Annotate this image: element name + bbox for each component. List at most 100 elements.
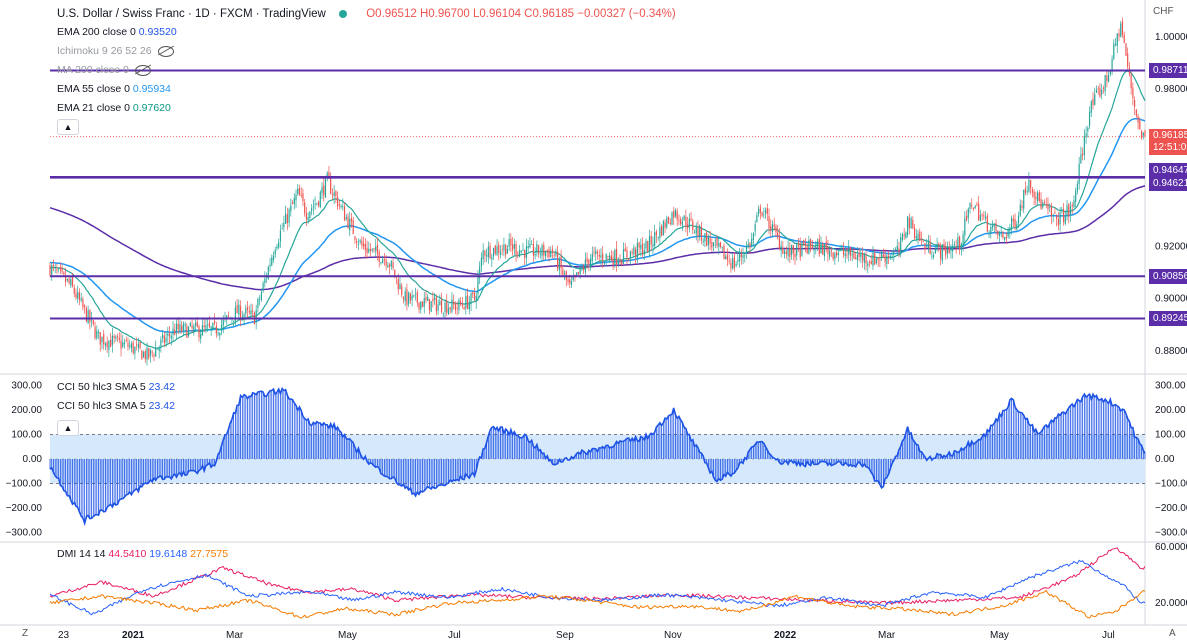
candle-body — [766, 208, 768, 214]
candle-body — [969, 203, 971, 209]
candle-body — [960, 243, 962, 250]
candle-body — [636, 242, 638, 259]
symbol-title[interactable]: U.S. Dollar / Swiss Franc · 1D · FXCM · … — [57, 8, 326, 20]
candle-body — [993, 224, 995, 227]
candle-body — [889, 256, 891, 258]
candle-body — [1088, 111, 1091, 127]
candle-body — [991, 224, 994, 228]
candle-body — [927, 240, 930, 249]
candle-body — [321, 187, 323, 194]
candle-body — [770, 226, 772, 231]
eye-crossed-icon[interactable] — [134, 64, 151, 76]
candle-body — [870, 260, 872, 265]
indicator-legend-item[interactable]: Ichimoku 9 26 52 26 — [57, 45, 174, 57]
candle-body — [745, 246, 748, 254]
candle-body — [390, 261, 392, 267]
candle-body — [910, 217, 912, 229]
candle-body — [1127, 53, 1129, 67]
candle-body — [413, 294, 415, 296]
candle-body — [1092, 98, 1094, 106]
candle-body — [252, 310, 254, 312]
dmi-legend[interactable]: DMI 14 14 44.5410 19.6148 27.7575 — [57, 548, 229, 560]
ema-21-path — [49, 70, 1146, 349]
candle-body — [945, 246, 947, 256]
candle-body — [775, 226, 777, 233]
candle-body — [129, 345, 131, 347]
candle-body — [1101, 89, 1103, 95]
candle-body — [584, 259, 586, 272]
candle-body — [328, 172, 330, 179]
candle-body — [477, 277, 479, 295]
cci-left-tick-label: −100.00 — [6, 479, 43, 490]
indicator-legend-item[interactable]: EMA 21 close 0 0.97620 — [57, 102, 171, 114]
candle-body — [191, 325, 193, 329]
candle-body — [349, 219, 351, 231]
candle-body — [1078, 163, 1080, 185]
candle-body — [226, 315, 228, 320]
collapse-legend-button[interactable]: ▲ — [57, 119, 79, 135]
candle-body — [432, 298, 434, 302]
candle-body — [1005, 236, 1007, 239]
candle-body — [113, 336, 115, 338]
candle-body — [425, 297, 427, 301]
candle-body — [706, 232, 708, 247]
candle-body — [872, 252, 874, 267]
candle-body — [75, 293, 77, 299]
cci-legend-1[interactable]: CCI 50 hlc3 SMA 5 23.42 — [57, 381, 175, 393]
candle-body — [163, 335, 165, 343]
candle-body — [537, 245, 540, 254]
candle-body — [111, 335, 113, 346]
candle-body — [570, 280, 573, 285]
candle-body — [747, 244, 749, 248]
candle-body — [236, 305, 238, 314]
candle-body — [600, 255, 602, 258]
candle-body — [96, 330, 98, 339]
candle-body — [576, 272, 578, 276]
candle-body — [1064, 214, 1066, 224]
candle-body — [359, 240, 361, 243]
candle-body — [420, 301, 422, 310]
candle-body — [312, 206, 314, 208]
candle-body — [480, 257, 483, 267]
candle-body — [392, 262, 394, 269]
eye-crossed-icon[interactable] — [157, 45, 174, 57]
candles — [49, 17, 1146, 366]
candle-body — [771, 223, 774, 233]
candle-body — [919, 231, 921, 241]
candle-body — [957, 237, 959, 247]
candle-body — [1062, 208, 1065, 222]
candle-body — [505, 244, 507, 255]
indicator-legend-item[interactable]: MA 200 close 0 — [57, 64, 151, 76]
candle-body — [1125, 43, 1127, 56]
candle-body — [115, 336, 117, 339]
candle-body — [1007, 229, 1009, 237]
candle-body — [59, 267, 61, 270]
auto-scale-button[interactable]: A — [1169, 628, 1176, 639]
candle-body — [861, 252, 864, 261]
dmi-tick-label: 20.0000 — [1155, 598, 1187, 609]
candle-body — [295, 194, 297, 201]
candle-body — [278, 241, 280, 248]
timezone-button[interactable]: Z — [22, 628, 29, 639]
level-price-tag: 0.94621 — [1149, 176, 1187, 192]
candle-body — [1108, 74, 1110, 82]
candle-body — [832, 252, 834, 259]
cci-left-tick-label: 0.00 — [23, 454, 43, 465]
candle-body — [1050, 206, 1053, 217]
candle-body — [1021, 205, 1023, 208]
candle-body — [406, 289, 408, 305]
indicator-legend-item[interactable]: EMA 55 close 0 0.95934 — [57, 83, 171, 95]
indicator-legend-item[interactable]: EMA 200 close 0 0.93520 — [57, 26, 177, 38]
cci-legend-2[interactable]: CCI 50 hlc3 SMA 5 23.42 — [57, 400, 175, 412]
support-resistance-levels[interactable] — [50, 69, 1145, 320]
candle-body — [473, 292, 476, 300]
candle-body — [366, 247, 368, 254]
candle-body — [985, 216, 987, 219]
candle-body — [659, 227, 661, 239]
candle-body — [953, 244, 956, 245]
candle-body — [922, 240, 924, 242]
collapse-cci-legend-button[interactable]: ▲ — [57, 420, 79, 436]
candle-body — [423, 298, 425, 307]
